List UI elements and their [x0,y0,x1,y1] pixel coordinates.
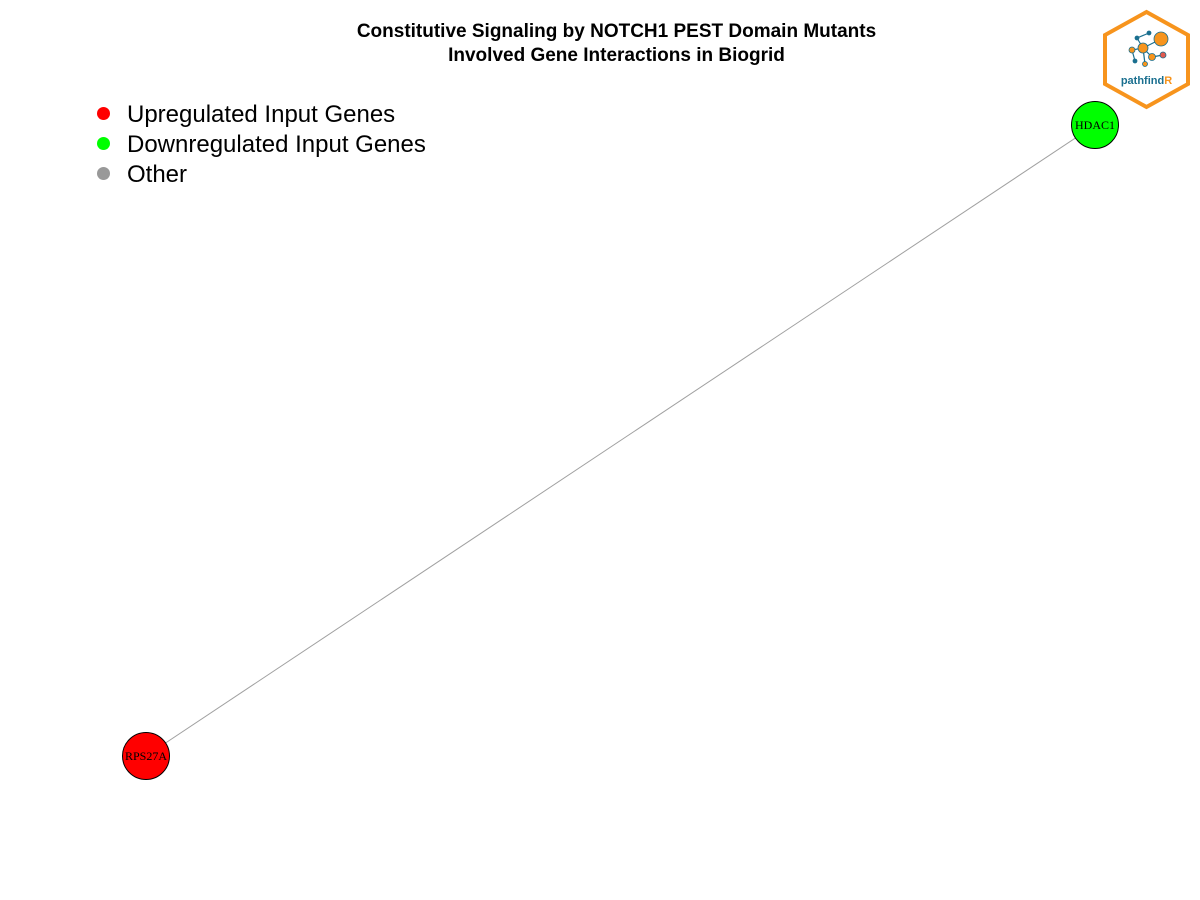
logo-text: pathfindR [1121,75,1172,87]
pathfindr-logo: pathfindR [1103,9,1190,110]
title-line-2: Involved Gene Interactions in Biogrid [448,45,785,66]
logo-text-accent: R [1164,75,1172,87]
node-rps27a[interactable]: RPS27A [122,732,170,780]
legend-label-other: Other [127,161,188,188]
legend-dot-other [97,166,110,180]
node-hdac1[interactable]: HDAC1 [1071,101,1119,149]
legend-label-upregulated: Upregulated Input Genes [127,101,396,128]
chart-title: Constitutive Signaling by NOTCH1 PEST Do… [0,20,1200,68]
legend-item-other: Other [97,160,426,190]
legend-item-downregulated: Downregulated Input Genes [97,130,426,160]
node-hdac1-label: HDAC1 [1075,118,1115,132]
logo-network-nodes [1128,30,1169,67]
legend: Upregulated Input Genes Downregulated In… [97,100,426,190]
node-hdac1-circle [1071,101,1119,149]
edge-hdac1-rps27a [145,124,1096,757]
legend-item-upregulated: Upregulated Input Genes [97,100,426,130]
legend-dot-downregulated [97,136,110,150]
title-line-1: Constitutive Signaling by NOTCH1 PEST Do… [356,21,877,42]
logo-text-main: pathfind [1121,75,1164,87]
node-rps27a-circle [122,732,170,780]
legend-label-downregulated: Downregulated Input Genes [127,131,426,158]
node-rps27a-label: RPS27A [125,749,167,763]
legend-dot-upregulated [97,106,110,120]
